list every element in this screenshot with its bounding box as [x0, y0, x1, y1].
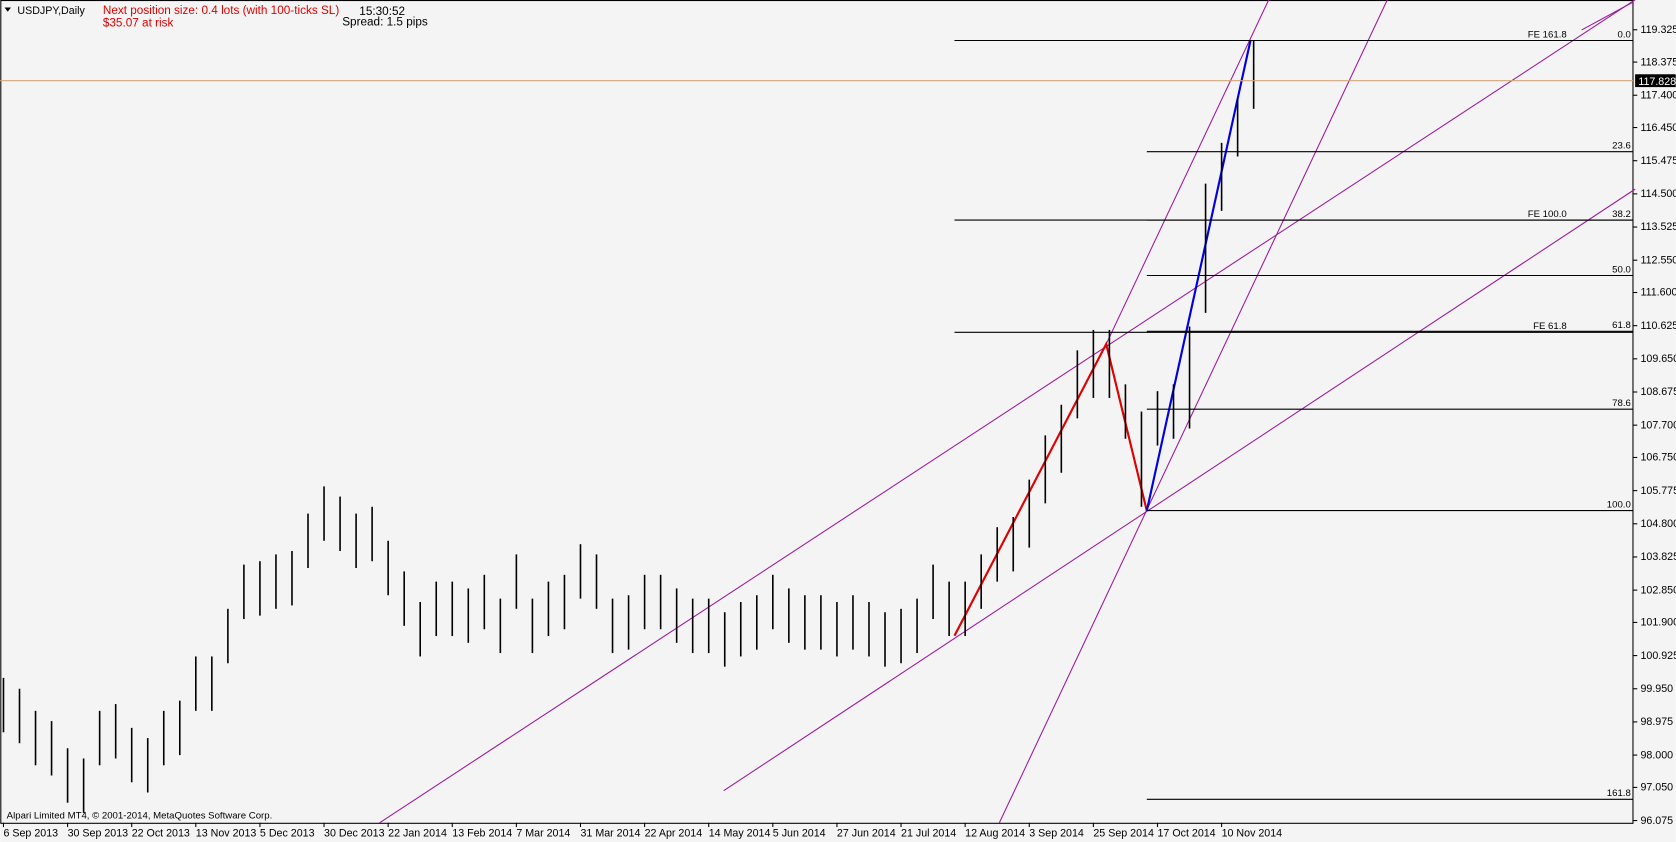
- x-tick-label: 30 Sep 2013: [68, 828, 129, 840]
- channel-line: [379, 0, 1636, 824]
- x-tick-label: 30 Dec 2013: [324, 828, 385, 840]
- fib-label: 161.8: [1607, 788, 1631, 799]
- fib-label: 100.0: [1607, 499, 1631, 510]
- x-tick-label: 10 Nov 2014: [1222, 828, 1283, 840]
- x-tick-label: 17 Oct 2014: [1157, 828, 1215, 840]
- x-tick-label: 13 Nov 2013: [196, 828, 257, 840]
- x-tick-label: 14 May 2014: [709, 828, 771, 840]
- y-tick-label: 100.925: [1640, 650, 1676, 662]
- time: 15:30:52: [359, 5, 405, 18]
- x-tick-label: 22 Apr 2014: [645, 828, 703, 840]
- spread: Spread: 1.5 pips: [342, 16, 428, 29]
- y-tick-label: 112.550: [1640, 254, 1676, 266]
- channel-line: [723, 188, 1636, 792]
- x-tick-label: 21 Jul 2014: [901, 828, 956, 840]
- fib-label: 78.6: [1612, 398, 1631, 409]
- x-tick-label: 5 Jun 2014: [773, 828, 826, 840]
- y-tick-label: 103.825: [1640, 551, 1676, 563]
- current-price-box: [1635, 74, 1676, 88]
- channel-line: [1581, 1, 1634, 31]
- y-tick-label: 119.325: [1640, 24, 1676, 36]
- plot-border: [0, 0, 1634, 824]
- y-tick-label: 118.375: [1640, 56, 1676, 68]
- fib-label: FE 61.8: [1533, 321, 1567, 332]
- fib-label: 23.6: [1612, 140, 1631, 151]
- y-tick-label: 111.600: [1640, 287, 1676, 299]
- fib-label: 38.2: [1612, 209, 1631, 220]
- x-tick-label: 22 Oct 2013: [132, 828, 190, 840]
- y-tick-label: 107.700: [1640, 419, 1676, 431]
- y-tick-label: 109.650: [1640, 353, 1676, 365]
- y-tick-label: 106.750: [1640, 452, 1676, 464]
- y-tick-label: 98.975: [1640, 716, 1673, 728]
- y-tick-label: 96.075: [1640, 815, 1673, 827]
- bars: [2, 40, 1255, 813]
- position-size: Next position size: 0.4 lots (with 100-t…: [103, 4, 339, 17]
- x-tick-label: 27 Jun 2014: [837, 828, 896, 840]
- x-tick-label: 7 Mar 2014: [516, 828, 570, 840]
- fib-label: 50.0: [1612, 264, 1631, 275]
- x-tick-label: 6 Sep 2013: [3, 828, 58, 840]
- y-tick-label: 117.400: [1640, 89, 1676, 101]
- chart-title: USDJPY,Daily: [17, 5, 85, 17]
- y-tick-label: 97.050: [1640, 782, 1673, 794]
- x-tick-label: 13 Feb 2014: [452, 828, 512, 840]
- x-tick-label: 5 Dec 2013: [260, 828, 315, 840]
- current-price-label: 117.828: [1638, 76, 1676, 88]
- channel-lines: [379, 0, 1636, 824]
- y-tick-label: 102.850: [1640, 584, 1676, 596]
- y-tick-label: 101.900: [1640, 617, 1676, 629]
- y-tick-label: 108.675: [1640, 386, 1676, 398]
- x-tick-label: 12 Aug 2014: [965, 828, 1025, 840]
- y-tick-label: 114.500: [1640, 188, 1676, 200]
- y-tick-label: 110.625: [1640, 320, 1676, 332]
- x-tick-label: 25 Sep 2014: [1093, 828, 1154, 840]
- channel-line: [1105, 0, 1270, 345]
- fib-label: 0.0: [1617, 29, 1630, 40]
- fib-label: 61.8: [1612, 320, 1631, 331]
- y-tick-label: 98.000: [1640, 749, 1673, 761]
- fib-label: FE 100.0: [1528, 209, 1567, 220]
- copyright: Alpari Limited MT4, © 2001-2014, MetaQuo…: [7, 810, 273, 821]
- x-tick-label: 31 Mar 2014: [580, 828, 640, 840]
- x-tick-label: 3 Sep 2014: [1029, 828, 1084, 840]
- y-tick-label: 105.775: [1640, 485, 1676, 497]
- fib-label: FE 161.8: [1528, 29, 1567, 40]
- y-tick-label: 113.525: [1640, 221, 1676, 233]
- y-tick-label: 115.475: [1640, 155, 1676, 167]
- y-tick-label: 116.450: [1640, 122, 1676, 134]
- y-tick-label: 99.950: [1640, 683, 1673, 695]
- y-tick-label: 104.800: [1640, 518, 1676, 530]
- x-tick-label: 22 Jan 2014: [388, 828, 447, 840]
- zigzag-red: [953, 341, 1148, 637]
- channel-line: [998, 0, 1388, 823]
- title-arrow: [4, 7, 11, 12]
- risk: $35.07 at risk: [103, 17, 174, 30]
